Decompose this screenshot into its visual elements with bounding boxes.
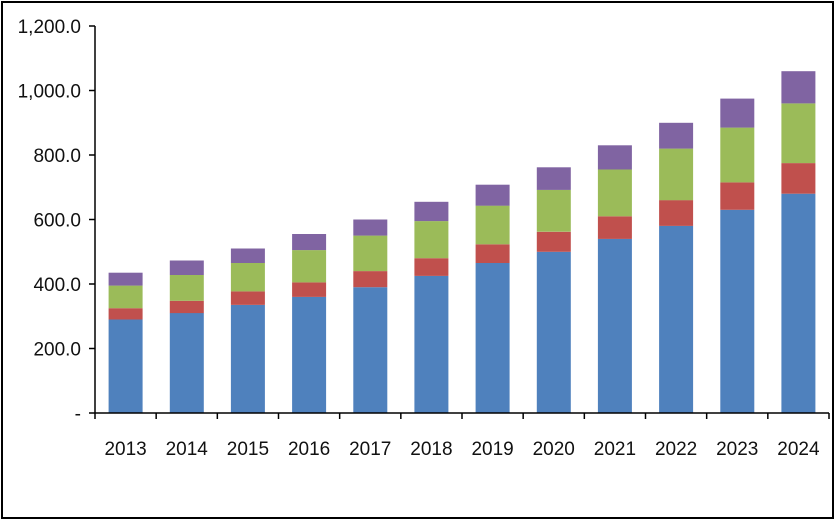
bar-segment-2019-s2 bbox=[475, 244, 510, 263]
bar-segment-2017-s2 bbox=[353, 271, 388, 288]
x-tick-label-2022: 2022 bbox=[655, 439, 697, 460]
bar-segment-2016-s3 bbox=[292, 250, 327, 283]
bar-segment-2017-s3 bbox=[353, 235, 388, 272]
bar-segment-2013-s2 bbox=[108, 308, 143, 320]
bar-segment-2024-s3 bbox=[781, 103, 816, 164]
bar-segment-2019-s4 bbox=[475, 184, 510, 206]
bar-segment-2021-s3 bbox=[597, 169, 632, 217]
bar-segment-2023-s1 bbox=[720, 209, 755, 413]
x-tick-label-2024: 2024 bbox=[777, 439, 820, 460]
bars-group bbox=[108, 71, 816, 414]
x-tick-label-2021: 2021 bbox=[594, 439, 636, 460]
y-tick-label: 1,200.0 bbox=[18, 17, 81, 38]
y-tick-label: 600.0 bbox=[33, 211, 81, 232]
x-tick-label-2014: 2014 bbox=[166, 439, 209, 460]
y-tick-labels: - 200.0 400.0 600.0 800.0 1,000.0 1,200.0 bbox=[18, 17, 81, 425]
y-tick-label: 800.0 bbox=[33, 146, 81, 167]
bar-segment-2022-s1 bbox=[659, 225, 694, 413]
x-tick-label-2018: 2018 bbox=[410, 439, 452, 460]
bar-segment-2019-s1 bbox=[475, 263, 510, 413]
bar-segment-2018-s1 bbox=[414, 275, 449, 413]
bar-segment-2016-s4 bbox=[292, 234, 327, 251]
y-tick-label: 400.0 bbox=[33, 275, 81, 296]
x-tick-label-2017: 2017 bbox=[349, 439, 391, 460]
bar-segment-2022-s4 bbox=[659, 122, 694, 149]
bar-segment-2015-s3 bbox=[230, 263, 265, 292]
x-tick-label-2019: 2019 bbox=[471, 439, 513, 460]
x-tick-label-2015: 2015 bbox=[227, 439, 269, 460]
axes-group bbox=[89, 25, 830, 419]
bar-segment-2020-s2 bbox=[536, 231, 571, 252]
bar-segment-2018-s2 bbox=[414, 258, 449, 276]
bar-segment-2024-s4 bbox=[781, 71, 816, 104]
bar-segment-2024-s2 bbox=[781, 163, 816, 194]
y-tick-label: 1,000.0 bbox=[18, 82, 81, 103]
bar-segment-2013-s3 bbox=[108, 285, 143, 309]
x-tick-label-2016: 2016 bbox=[288, 439, 330, 460]
bar-segment-2015-s2 bbox=[230, 291, 265, 305]
bar-segment-2023-s4 bbox=[720, 98, 755, 128]
bar-segment-2024-s1 bbox=[781, 193, 816, 413]
bar-segment-2013-s4 bbox=[108, 272, 143, 286]
bar-segment-2015-s4 bbox=[230, 248, 265, 263]
bar-segment-2020-s1 bbox=[536, 251, 571, 414]
bar-segment-2017-s1 bbox=[353, 287, 388, 413]
bar-segment-2021-s1 bbox=[597, 238, 632, 413]
bar-segment-2018-s4 bbox=[414, 201, 449, 222]
bar-segment-2014-s3 bbox=[169, 275, 204, 301]
bar-segment-2019-s3 bbox=[475, 205, 510, 245]
bar-segment-2014-s2 bbox=[169, 300, 204, 314]
bar-segment-2014-s1 bbox=[169, 313, 204, 413]
bar-segment-2020-s4 bbox=[536, 167, 571, 190]
bar-segment-2016-s1 bbox=[292, 296, 327, 413]
bar-segment-2018-s3 bbox=[414, 221, 449, 259]
x-tick-label-2013: 2013 bbox=[104, 439, 146, 460]
bar-segment-2020-s3 bbox=[536, 189, 571, 232]
x-tick-labels: 2013 2014 2015 2016 2017 2018 2019 2020 2021 2022… bbox=[104, 439, 820, 460]
x-tick-label-2020: 2020 bbox=[533, 439, 575, 460]
bar-segment-2022-s2 bbox=[659, 200, 694, 226]
bar-segment-2021-s2 bbox=[597, 216, 632, 239]
bar-segment-2023-s3 bbox=[720, 127, 755, 183]
bar-segment-2017-s4 bbox=[353, 219, 388, 236]
y-tick-label: - bbox=[75, 404, 81, 425]
bar-segment-2021-s4 bbox=[597, 145, 632, 170]
bar-segment-2015-s1 bbox=[230, 305, 265, 413]
bar-segment-2023-s2 bbox=[720, 182, 755, 210]
bar-segment-2014-s4 bbox=[169, 260, 204, 275]
bar-segment-2022-s3 bbox=[659, 148, 694, 201]
y-tick-label: 200.0 bbox=[33, 340, 81, 361]
x-tick-label-2023: 2023 bbox=[716, 439, 758, 460]
bar-segment-2016-s2 bbox=[292, 282, 327, 297]
bar-segment-2013-s1 bbox=[108, 319, 143, 413]
